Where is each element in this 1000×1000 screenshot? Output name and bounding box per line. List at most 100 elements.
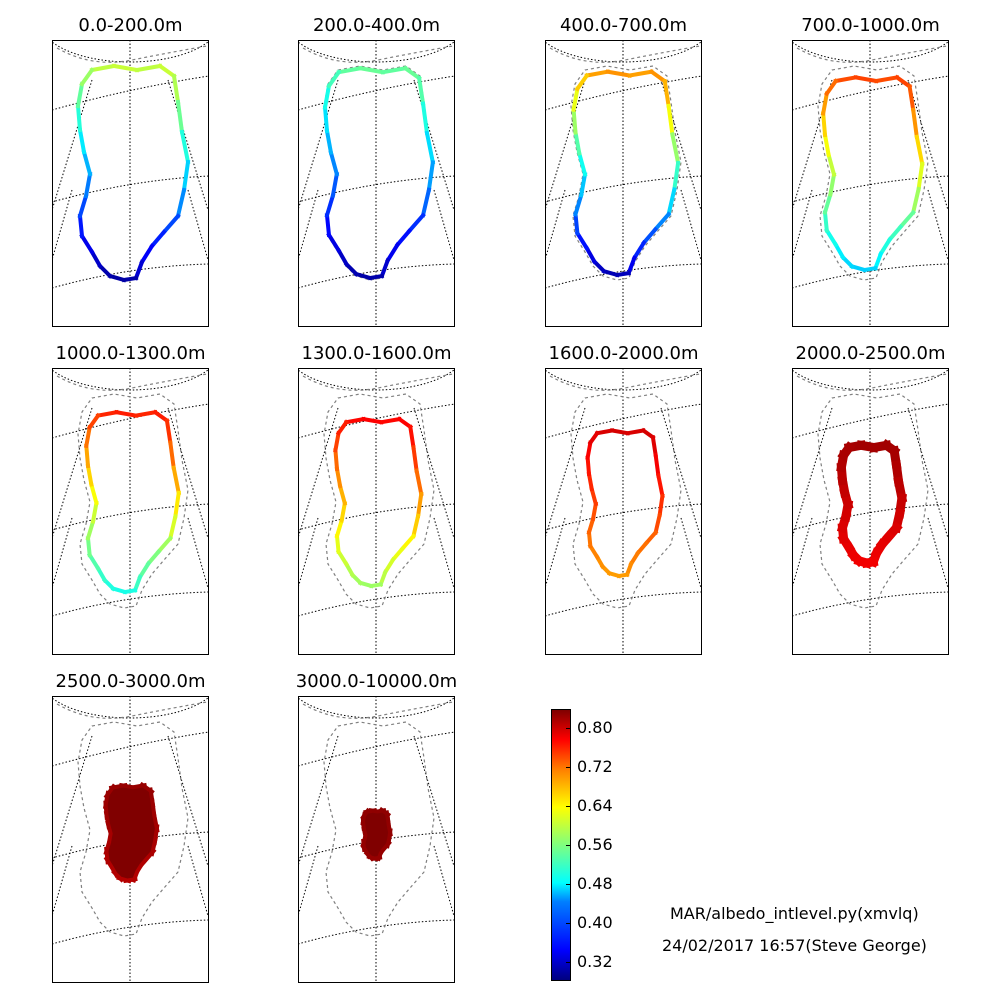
albedo-segment	[886, 223, 904, 243]
albedo-segment	[586, 516, 596, 535]
albedo-segment	[353, 271, 373, 281]
albedo-segment	[336, 65, 363, 75]
albedo-segment	[666, 187, 677, 217]
albedo-segment	[910, 107, 920, 140]
albedo-band	[75, 63, 191, 283]
albedo-segment	[90, 500, 99, 524]
parallel-line	[298, 403, 455, 439]
meridian-line	[792, 407, 833, 539]
albedo-segment	[635, 540, 649, 556]
albedo-segment	[585, 455, 592, 477]
meridian-line	[52, 79, 93, 211]
meridian-line	[298, 407, 339, 539]
albedo-segment	[175, 99, 185, 135]
albedo-segment	[641, 226, 659, 246]
albedo-segment	[168, 440, 176, 470]
map-panel	[52, 368, 209, 655]
albedo-segment	[657, 493, 665, 518]
albedo-segment	[334, 533, 341, 554]
albedo-segment	[361, 416, 384, 425]
albedo-band	[83, 409, 182, 595]
panel-frame	[792, 40, 949, 327]
albedo-segment	[145, 548, 162, 567]
colorbar-tick	[566, 767, 571, 769]
albedo-segment	[81, 149, 93, 177]
parallel-line	[52, 263, 209, 289]
albedo-segment	[576, 150, 588, 177]
panel-frame	[298, 368, 455, 655]
albedo-segment	[578, 171, 588, 198]
albedo-segment	[411, 513, 421, 539]
albedo-segment	[650, 434, 658, 458]
albedo-segment	[571, 86, 580, 113]
colorbar-tick-label: 0.40	[577, 912, 613, 932]
panel-title: 200.0-400.0m	[312, 15, 441, 36]
panel-frame	[298, 40, 455, 327]
albedo-segment	[337, 483, 348, 506]
panel-frame	[52, 368, 209, 655]
graticule	[792, 368, 949, 655]
albedo-segment	[820, 91, 830, 116]
meridian-line	[52, 407, 93, 539]
albedo-segment	[164, 418, 173, 445]
colorbar-tick	[566, 922, 571, 924]
albedo-segment	[322, 105, 330, 134]
albedo-segment	[133, 409, 158, 418]
albedo-segment	[86, 412, 101, 431]
albedo-band	[360, 806, 393, 862]
albedo-segment	[181, 159, 191, 193]
meridian-line	[792, 517, 813, 589]
albedo-segment	[653, 452, 661, 478]
albedo-segment	[175, 187, 187, 219]
pole-circle	[52, 40, 209, 63]
colorbar-tick-label: 0.48	[577, 873, 613, 893]
albedo-segment	[652, 211, 672, 233]
meridian-line	[413, 79, 455, 211]
arctic-islands-coast	[796, 373, 948, 391]
albedo-segment	[390, 545, 406, 563]
albedo-segment	[86, 552, 101, 572]
albedo-segment	[339, 500, 348, 523]
albedo-segment	[79, 233, 95, 255]
albedo-segment	[666, 103, 675, 137]
colorbar-tick-label: 0.56	[577, 835, 613, 854]
albedo-segment	[79, 67, 95, 87]
albedo-segment	[910, 186, 921, 215]
graticule	[792, 40, 949, 327]
albedo-segment	[83, 171, 93, 199]
panel-title: 2000.0-2500.0m	[795, 343, 946, 364]
arctic-islands-coast	[302, 373, 454, 391]
albedo-segment	[83, 425, 93, 449]
albedo-segment	[662, 78, 671, 109]
arctic-islands-coast	[56, 45, 208, 63]
albedo-segment	[907, 84, 916, 113]
panel-title: 0.0-200.0m	[78, 15, 183, 36]
parallel-line	[545, 263, 702, 289]
albedo-segment	[385, 241, 401, 264]
albedo-segment	[840, 254, 855, 270]
meridian-line	[167, 79, 209, 211]
albedo-segment	[107, 273, 127, 283]
albedo-segment	[334, 466, 343, 489]
albedo-segment	[75, 81, 85, 109]
panel-frame	[298, 696, 455, 983]
coastline	[323, 721, 435, 937]
albedo-segment	[379, 257, 391, 279]
albedo-segment	[824, 227, 839, 248]
albedo-segment	[77, 213, 85, 239]
colorbar-tick	[566, 883, 571, 885]
parallel-line	[52, 919, 209, 945]
pole-circle	[792, 40, 949, 63]
meridian-line	[907, 407, 949, 539]
pole-circle	[545, 368, 702, 391]
albedo-segment	[358, 65, 386, 75]
albedo-segment	[574, 230, 590, 252]
albedo-segment	[171, 465, 182, 496]
pole-circle	[52, 696, 209, 719]
albedo-segment	[643, 529, 659, 547]
parallel-line	[52, 75, 209, 111]
meridian-line	[298, 845, 319, 917]
meridian-line	[187, 517, 209, 589]
albedo-fill	[365, 812, 389, 857]
panel-title: 1300.0-1600.0m	[301, 343, 452, 364]
